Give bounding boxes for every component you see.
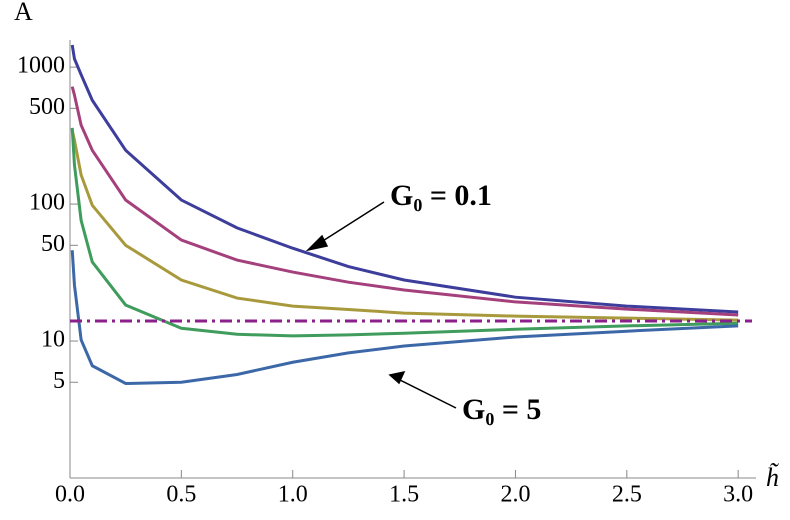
x-tick-label: 1.5: [389, 482, 419, 508]
x-tick-label: 3.0: [723, 482, 753, 508]
x-tick-label: 0.5: [166, 482, 196, 508]
y-axis-label: A: [14, 0, 33, 26]
series-line: [70, 250, 739, 385]
annotation: G₀ = 0.1: [390, 179, 492, 212]
x-tick-label: 2.0: [500, 482, 530, 508]
y-tick-label: 500: [29, 94, 65, 120]
annotation-arrow: [305, 201, 457, 409]
series-line: [70, 127, 739, 338]
series-line: [70, 44, 739, 314]
y-tick-label: 10: [41, 327, 65, 353]
x-tick-label: 0.0: [55, 482, 85, 508]
y-tick-label: 1000: [17, 53, 65, 79]
x-tick-label: 1.0: [278, 482, 308, 508]
series-line: [70, 86, 739, 317]
x-tick-label: 2.5: [612, 482, 642, 508]
series-line: [70, 130, 739, 322]
x-axis-label: h̃: [766, 463, 780, 492]
annotation: G₀ = 5: [462, 393, 541, 426]
y-tick-label: 50: [41, 231, 65, 257]
y-tick-label: 100: [29, 190, 65, 216]
y-tick-label: 5: [53, 368, 65, 394]
